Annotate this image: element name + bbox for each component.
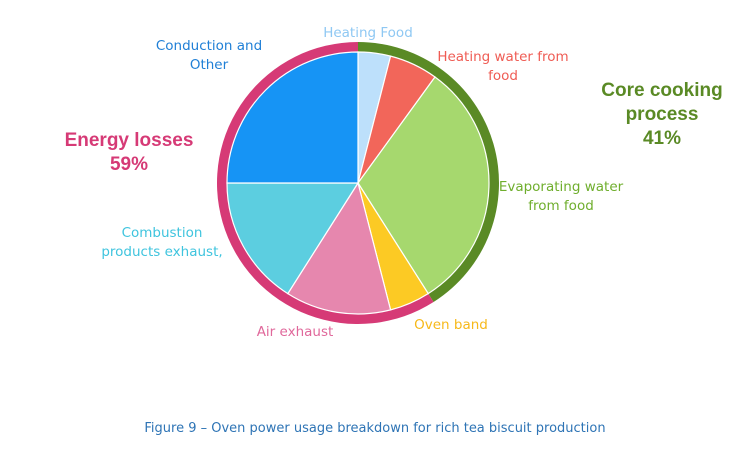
label-evaporating-water-from-food: Evaporating water from food bbox=[499, 179, 624, 214]
slice-air-exhaust bbox=[286, 181, 392, 315]
label-heating-water-from-food: Heating water from food bbox=[437, 49, 568, 84]
group-label-core-cooking-process: Core cooking process 41% bbox=[601, 80, 722, 149]
label-air-exhaust: Air exhaust bbox=[257, 324, 334, 340]
group-label-energy-losses: Energy losses 59% bbox=[65, 130, 194, 175]
label-conduction-and-other: Conduction and Other bbox=[156, 38, 262, 73]
figure-caption: Figure 9 – Oven power usage breakdown fo… bbox=[144, 421, 606, 436]
slice-labels: Heating Food Heating water from food Evapor… bbox=[101, 25, 623, 340]
label-combustion-products-exhaust: Combustion products exhaust, bbox=[101, 225, 222, 260]
group-labels: Core cooking process 41% Energy losses 59% bbox=[65, 80, 723, 175]
pie-slices bbox=[226, 51, 490, 315]
slice-combustion-products-exhaust bbox=[226, 182, 360, 295]
label-heating-food: Heating Food bbox=[323, 25, 413, 41]
label-oven-band: Oven band bbox=[414, 317, 488, 333]
slice-evaporating-water-from-food bbox=[357, 76, 490, 295]
slice-conduction-and-other bbox=[226, 51, 359, 184]
